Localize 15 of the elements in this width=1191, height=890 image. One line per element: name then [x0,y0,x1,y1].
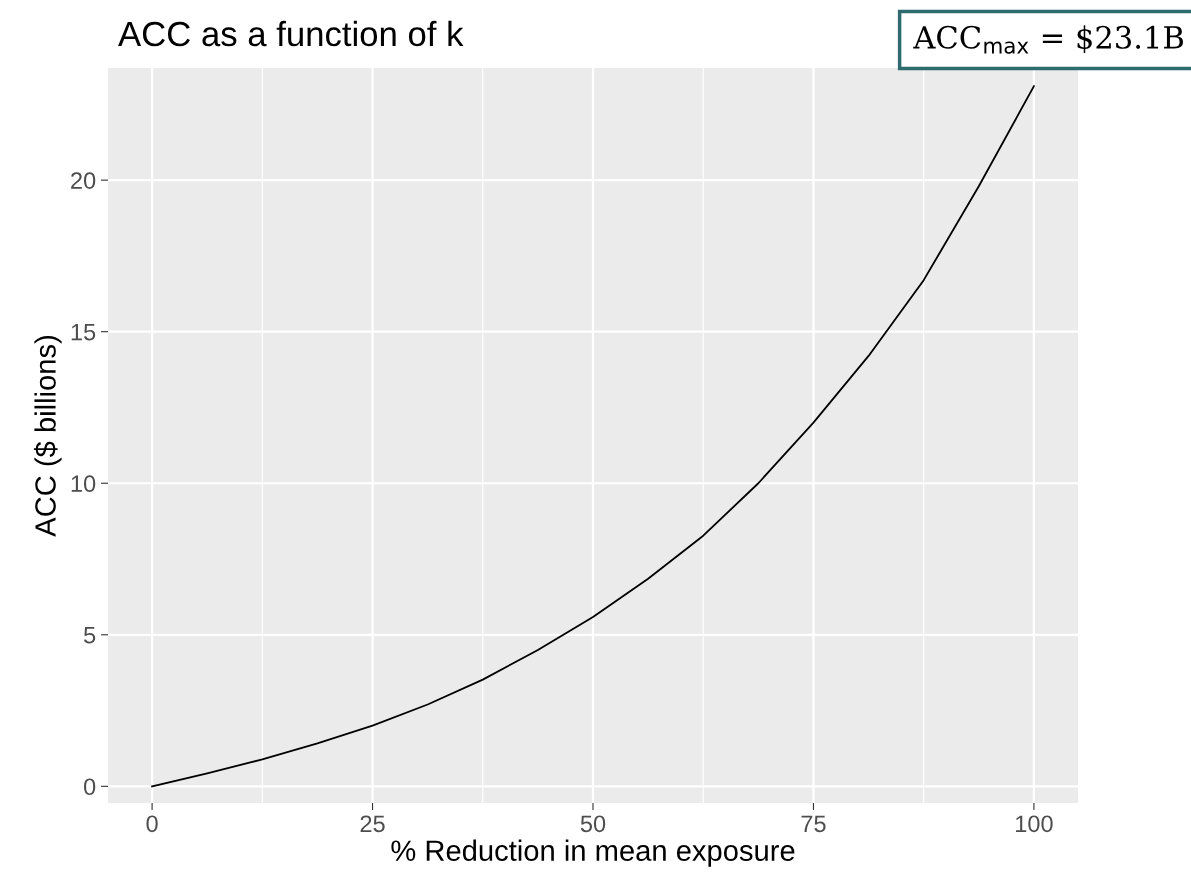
y-tick-label: 10 [71,475,96,493]
y-tick-label: 5 [84,627,96,644]
line-series [151,85,1035,788]
x-tick-label: 100 [1016,815,1053,833]
y-tick-label: 0 [83,778,96,796]
y-axis-title: ACC ($ billions) [33,336,62,537]
y-tick-label: 20 [71,172,96,189]
text: ACC$_{max}$ = $23.1B [913,25,1184,54]
x-tick-label: 0 [146,815,158,833]
x-tick-label: 50 [580,815,606,833]
y-tick-label: 15 [71,324,96,341]
x-tick-label: 75 [801,815,826,833]
x-tick-label: 25 [360,815,385,833]
x-axis-title: % Reduction in mean exposure [391,839,795,867]
chart-title: ACC as a function of k [118,20,464,47]
